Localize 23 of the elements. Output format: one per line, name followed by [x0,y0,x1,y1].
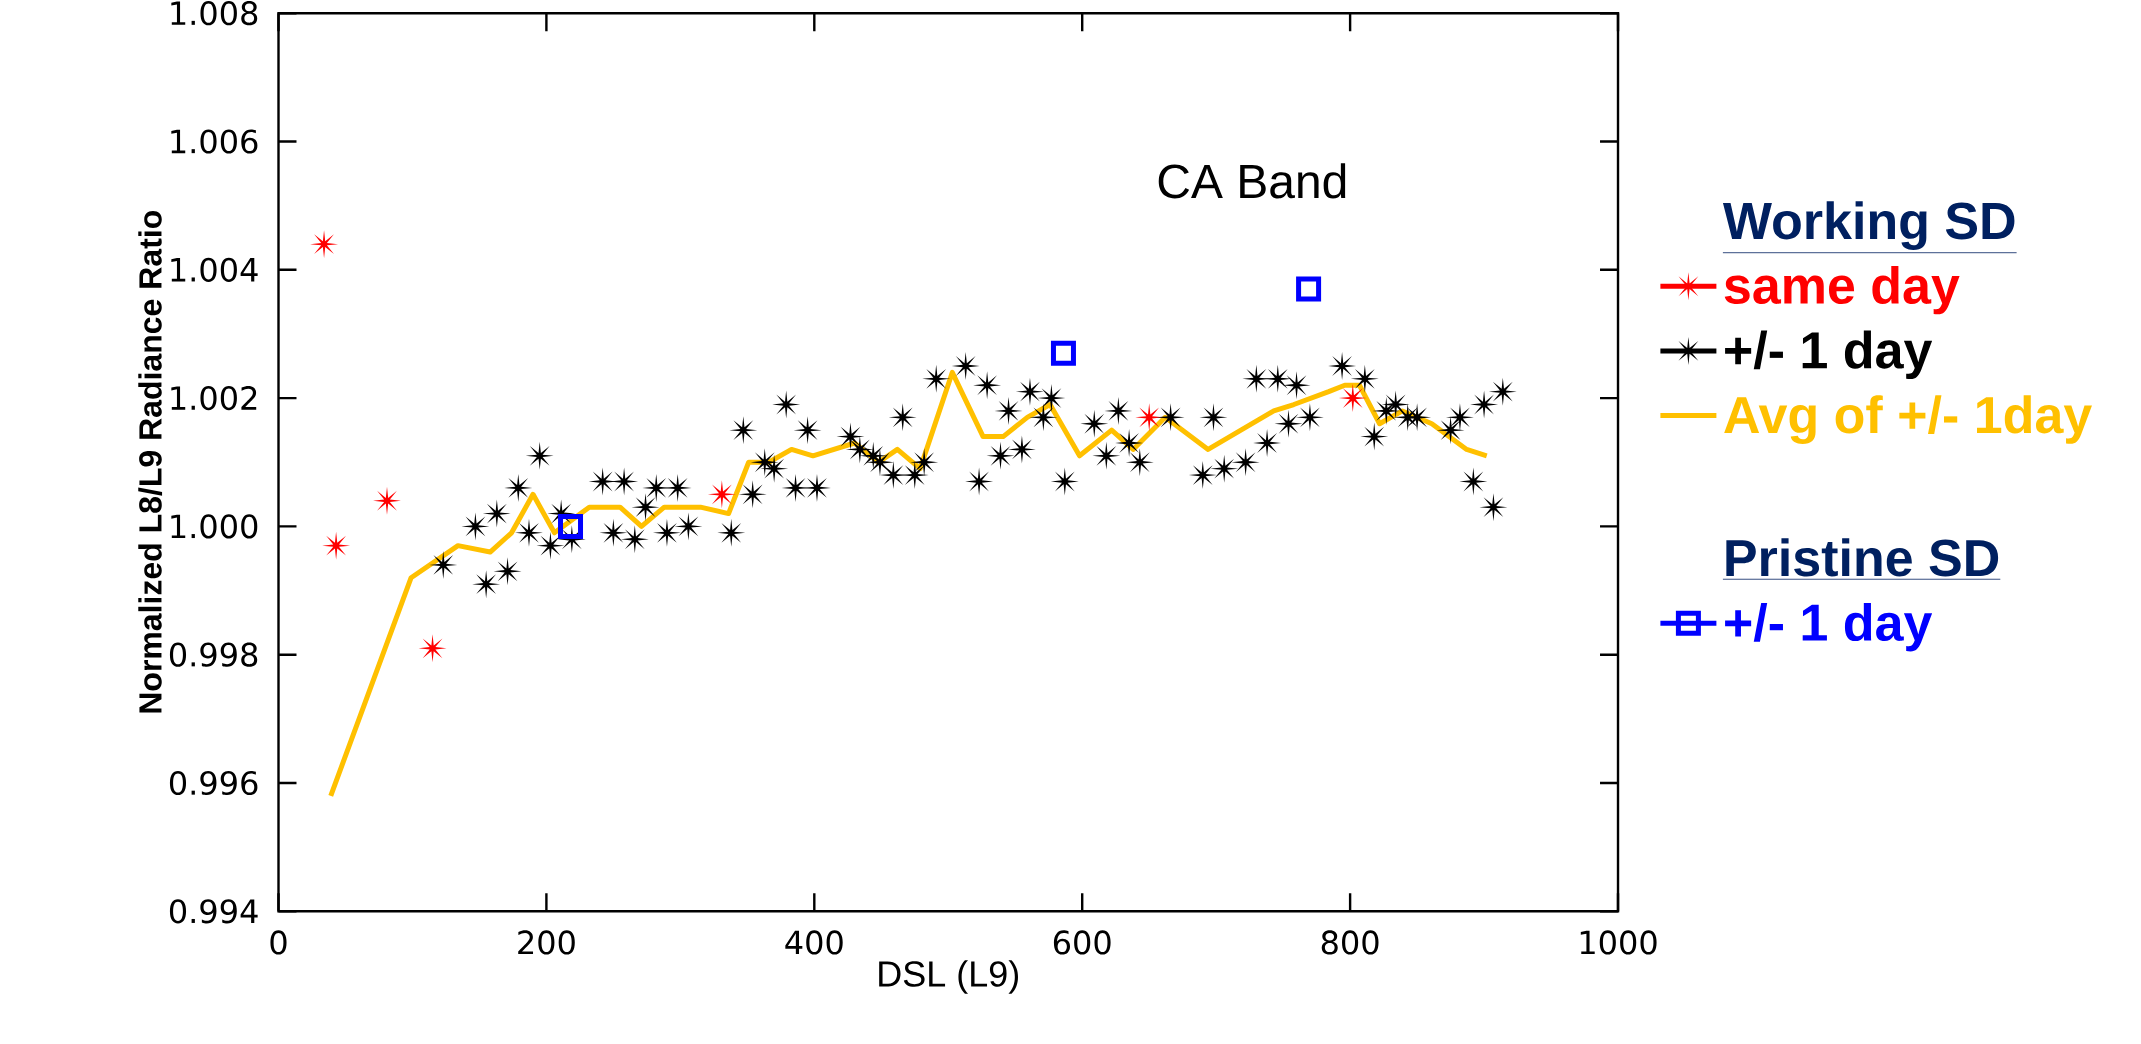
legend-label: +/- 1 day [1725,602,1933,652]
legend-label: same day [1724,265,1960,315]
legend-label: Avg of +/- 1day [1724,395,2092,444]
x-tick-label: 200 [518,930,575,955]
legend-title: Working SD [1722,201,2015,250]
y-tick-label: 1.000 [171,514,258,539]
legend-label: +/- 1 day [1725,330,1933,380]
y-tick-label: 1.006 [171,129,258,154]
y-tick-label: 1.002 [171,386,257,411]
x-tick-label: 1000 [1580,930,1657,955]
y-tick-label: 0.994 [169,899,258,924]
x-tick-label: 400 [785,930,843,955]
x-axis-title: DSL (L9) [879,960,1018,994]
y-tick-label: 1.008 [171,1,258,26]
y-tick-label: 1.004 [171,257,258,282]
y-tick-label: 0.998 [169,642,258,667]
text: CA Band [1158,163,1346,199]
y-axis-title: Normalized L8/L9 Radiance Ratio [138,211,163,713]
x-tick-label: 800 [1321,930,1379,955]
y-tick-label: 0.996 [169,770,258,796]
x-tick-label: 600 [1053,930,1111,955]
text: Pristine SD [1726,538,1999,577]
x-tick-label: 0 [270,930,287,955]
